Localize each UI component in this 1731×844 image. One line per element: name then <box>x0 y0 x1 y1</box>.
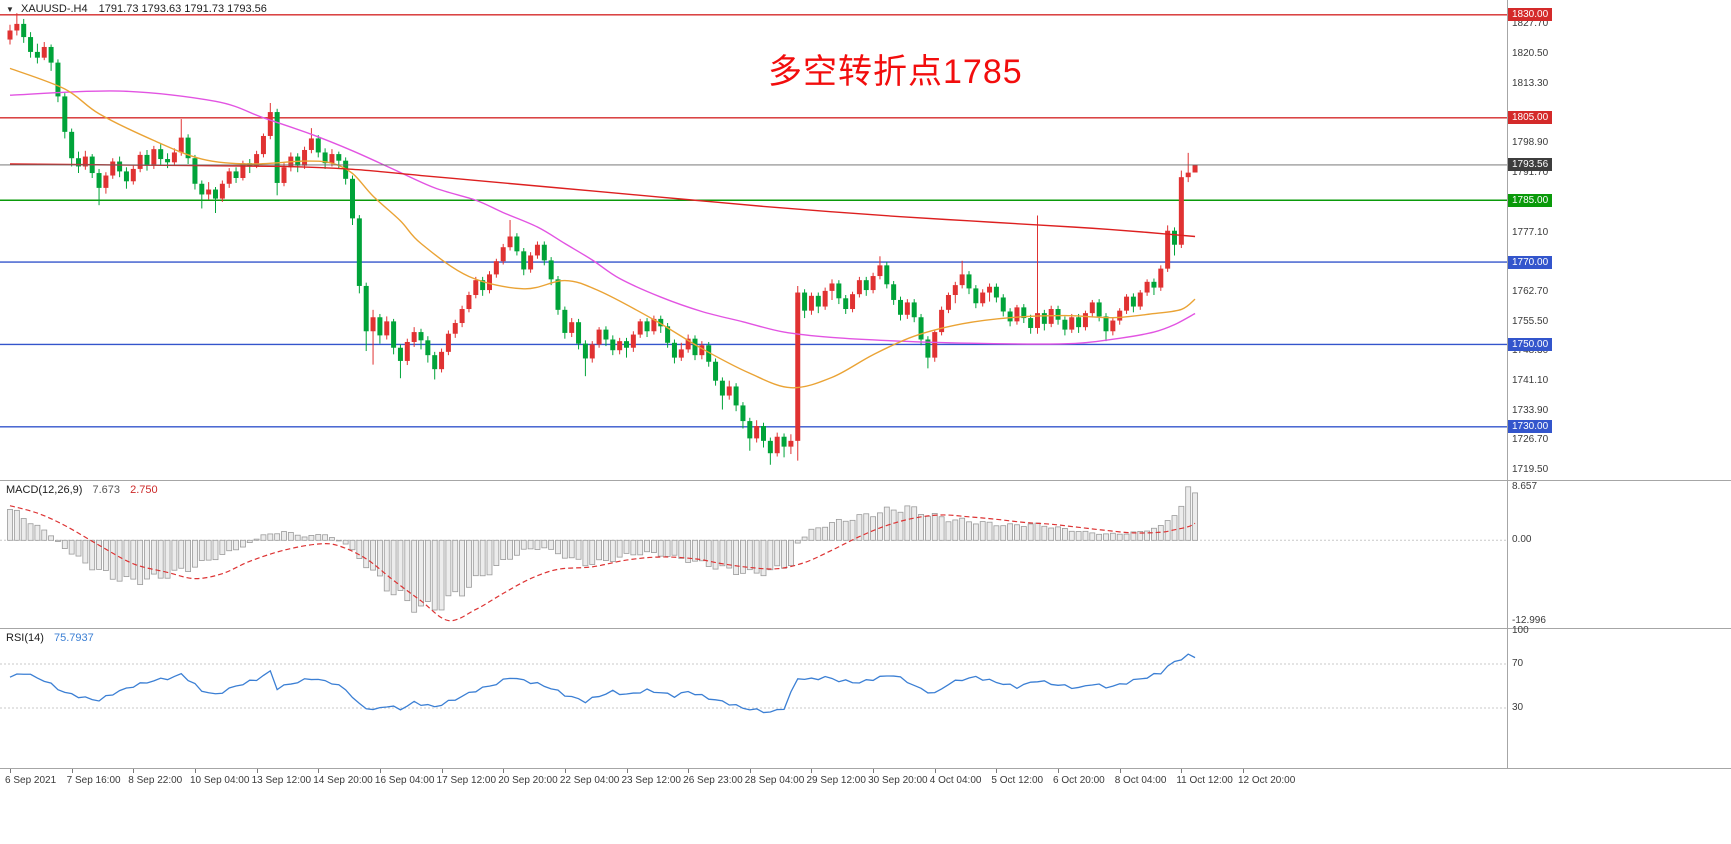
ma-slow-magenta <box>9 90 1196 345</box>
time-tick <box>133 769 135 773</box>
macd-pane-label: MACD(12,26,9) 7.673 2.750 <box>6 484 158 496</box>
rsi-scale-label: 30 <box>1512 702 1524 713</box>
time-axis-label: 13 Sep 12:00 <box>251 775 312 786</box>
time-tick <box>194 769 196 773</box>
time-tick <box>811 769 813 773</box>
time-tick <box>564 769 566 773</box>
time-axis-label: 6 Sep 2021 <box>5 775 57 786</box>
time-tick <box>1058 769 1060 773</box>
time-axis-label: 14 Sep 20:00 <box>313 775 373 786</box>
time-tick <box>873 769 875 773</box>
time-axis-label: 8 Oct 04:00 <box>1114 775 1167 786</box>
price-level-badge: 1785.00 <box>1508 193 1553 207</box>
time-axis-label: 7 Sep 16:00 <box>66 775 121 786</box>
price-level-badge: 1730.00 <box>1508 420 1553 434</box>
price-scale-label: 1820.50 <box>1512 47 1549 59</box>
time-axis-label: 29 Sep 12:00 <box>806 775 866 786</box>
time-tick <box>10 769 11 773</box>
price-scale-label: 1755.50 <box>1512 315 1549 327</box>
time-tick <box>1243 769 1244 773</box>
time-axis-label: 11 Oct 12:00 <box>1176 775 1233 786</box>
time-axis-label: 5 Oct 12:00 <box>991 775 1044 786</box>
time-axis-label: 10 Sep 04:00 <box>189 775 250 786</box>
price-level-badge: 1805.00 <box>1508 111 1553 125</box>
price-level-badge: 1770.00 <box>1508 255 1553 269</box>
macd-scale-label: 8.657 <box>1512 480 1538 492</box>
macd-scale-label: -12.996 <box>1512 614 1546 626</box>
price-axis-separator <box>1507 0 1508 768</box>
time-tick <box>256 769 258 773</box>
time-axis-label: 16 Sep 04:00 <box>374 775 435 786</box>
price-scale-label: 1791.70 <box>1512 166 1549 178</box>
time-tick <box>1181 769 1183 773</box>
time-axis-label: 6 Oct 20:00 <box>1053 775 1105 786</box>
price-scale-label: 1827.70 <box>1512 18 1549 30</box>
current-price-badge: 1793.56 <box>1508 158 1553 172</box>
time-axis-label: 12 Oct 20:00 <box>1238 775 1296 786</box>
pane-separator-macd-rsi[interactable] <box>0 628 1731 629</box>
time-tick <box>503 769 505 773</box>
ohlc-readout: 1791.73 1793.63 1791.73 1793.56 <box>98 3 267 15</box>
time-axis-label: 20 Sep 20:00 <box>498 775 558 786</box>
price-scale-label: 1762.70 <box>1512 286 1549 298</box>
annotation-text: 多空转折点1785 <box>768 53 1023 91</box>
time-tick <box>749 769 751 773</box>
time-tick <box>996 769 998 773</box>
macd-label: MACD(12,26,9) <box>6 484 83 496</box>
pane-separator-rsi-timeaxis <box>0 768 1731 769</box>
time-tick <box>318 769 320 773</box>
time-axis-label: 22 Sep 04:00 <box>559 775 620 786</box>
ma-mid-orange <box>9 67 1196 389</box>
time-axis: 6 Sep 2021 7 Sep 16:00 8 Sep 22:00 10 Sep 0… <box>0 768 1731 792</box>
price-level-badge: 1750.00 <box>1508 337 1553 351</box>
macd-scale-label: 0.00 <box>1512 534 1532 546</box>
time-tick <box>379 769 381 773</box>
symbol-dropdown-icon[interactable]: ▼ <box>6 5 14 14</box>
macd-histogram <box>0 486 1507 613</box>
ma-long-red <box>9 163 1196 238</box>
price-scale-label: 1719.50 <box>1512 464 1549 476</box>
time-tick <box>1119 769 1121 773</box>
rsi-scale-label: 100 <box>1512 625 1529 636</box>
macd-signal-line <box>9 505 1196 622</box>
time-axis-label: 28 Sep 04:00 <box>744 775 805 786</box>
time-axis-label: 30 Sep 20:00 <box>868 775 928 786</box>
macd-signal-value: 2.750 <box>130 484 158 496</box>
price-scale-label: 1777.10 <box>1512 226 1549 238</box>
chart-title: ▼ XAUUSD-.H4 1791.73 1793.63 1791.73 179… <box>6 3 267 15</box>
price-scale-label: 1813.30 <box>1512 77 1549 89</box>
time-tick <box>934 769 936 773</box>
time-axis-label: 23 Sep 12:00 <box>621 775 682 786</box>
price-level-badge: 1830.00 <box>1508 8 1553 22</box>
rsi-value: 75.7937 <box>53 632 94 644</box>
pane-separator-main-macd[interactable] <box>0 480 1731 481</box>
moving-averages <box>9 67 1196 389</box>
time-axis-label: 8 Sep 22:00 <box>128 775 183 786</box>
price-scale-label: 1741.10 <box>1512 375 1549 387</box>
macd-main-value: 7.673 <box>92 484 121 496</box>
candles <box>7 13 1198 465</box>
time-axis-label: 17 Sep 12:00 <box>436 775 497 786</box>
support-resistance-lines[interactable] <box>0 14 1507 428</box>
time-tick <box>71 769 73 773</box>
symbol-timeframe-label: XAUUSD-.H4 <box>20 3 88 15</box>
rsi-scale-label: 70 <box>1512 658 1524 669</box>
rsi-indicator <box>0 653 1507 714</box>
time-axis-label: 26 Sep 23:00 <box>683 775 743 786</box>
price-scale-label: 1748.30 <box>1512 345 1549 357</box>
time-tick <box>626 769 628 773</box>
time-axis-label: 4 Oct 04:00 <box>929 775 982 786</box>
price-scale-label: 1726.70 <box>1512 434 1549 446</box>
rsi-label: RSI(14) <box>6 632 44 644</box>
price-scale-label: 1798.90 <box>1512 136 1549 148</box>
rsi-pane-label: RSI(14) 75.7937 <box>6 632 94 644</box>
price-scale-label: 1733.90 <box>1512 404 1549 416</box>
time-tick <box>441 769 443 773</box>
time-tick <box>688 769 690 773</box>
